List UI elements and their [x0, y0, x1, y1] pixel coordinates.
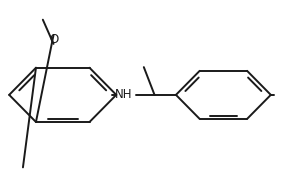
Text: NH: NH	[115, 88, 133, 101]
Text: O: O	[49, 33, 58, 46]
